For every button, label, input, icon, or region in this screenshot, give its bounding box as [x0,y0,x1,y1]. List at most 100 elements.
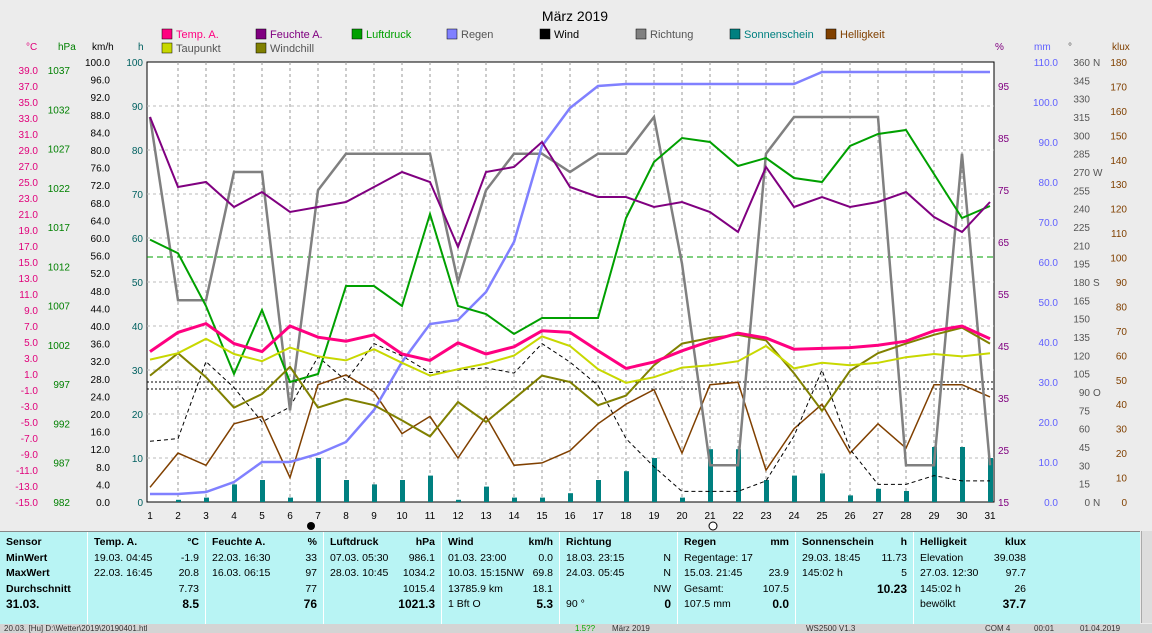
legend: Temp. A. Feuchte A. Luftdruck Regen Wind Rich… [161,28,885,55]
brightness-line [149,374,991,488]
tick-klux: 90 [1116,278,1128,289]
brightness-head: Helligkeit [920,536,967,548]
tick-c: 35.0 [19,98,39,109]
tick-kmh: 0.0 [96,498,110,509]
sunshine-bar [932,447,937,502]
status-date: 01.04.2019 [1080,624,1121,633]
pressure-min-time: 07.03. 05:30 [330,551,389,564]
humidity-line [149,116,991,250]
tick-h: 70 [132,190,144,201]
tick-c: -5.0 [21,418,39,429]
tick-deg: 15 [1079,480,1091,491]
brightness-max-time: 27.03. 12:30 [920,567,979,579]
axes: 39.037.035.033.031.029.027.025.023.021.0… [15,42,1130,522]
legend-label: Feuchte A. [270,29,323,41]
sunshine-bar [848,495,853,502]
tick-kmh: 72.0 [91,181,111,192]
tick-h: 50 [132,278,144,289]
wind-avg: 18.1 [532,582,553,595]
rain-current: 0.0 [772,597,789,611]
tick-klux: 180 [1110,58,1127,69]
tick-day: 5 [259,511,265,522]
tick-dir: N [1093,498,1100,509]
tick-day: 10 [396,511,408,522]
tick-c: 39.0 [19,66,39,77]
tick-h: 30 [132,366,144,377]
tick-deg: 315 [1073,113,1090,124]
tick-h: 40 [132,322,144,333]
tick-day: 1 [147,511,153,522]
tick-pct: 15 [998,498,1010,509]
tick-c: 17.0 [19,242,39,253]
sunshine-bar [680,497,685,502]
sunshine-bar [652,458,657,502]
tick-c: 25.0 [19,178,39,189]
tick-deg: 135 [1073,333,1090,344]
rain-total: 107.5 [762,582,789,595]
elevation-label: Elevation [920,551,964,564]
axis-unit: h [138,42,144,53]
tick-mm: 90.0 [1039,138,1059,149]
rain-head: Regen [684,536,717,548]
tick-klux: 60 [1116,351,1128,362]
direction-section: Richtung 18.03. 23:15 N 24.03. 05:45 N NW … [560,532,678,624]
tick-deg: 330 [1073,95,1090,106]
scrollbar[interactable] [1141,531,1152,623]
tick-deg: 195 [1073,260,1090,271]
humidity-head: Feuchte A. [212,536,266,548]
tick-mm: 100.0 [1033,98,1058,109]
tick-kmh: 16.0 [91,428,111,439]
axis-unit: km/h [92,42,114,53]
sunshine-bar [316,458,321,502]
status-com: COM 4 [985,624,1011,633]
tick-c: 9.0 [24,306,38,317]
rain-days: Regentage: 17 [684,551,753,564]
temp-current: 8.5 [182,597,199,611]
tick-day: 15 [536,511,548,522]
brightness-current: 37.7 [1002,597,1026,611]
tick-klux: 70 [1116,327,1128,338]
sunshine-unit: h [900,536,907,548]
tick-c: 19.0 [19,226,39,237]
tick-day: 19 [648,511,660,522]
sunshine-bar [624,471,629,502]
direction-max-time: 24.03. 05:45 [566,567,625,579]
humidity-max-time: 16.03. 06:15 [212,567,271,579]
new-moon-icon [307,522,315,530]
tick-deg: 45 [1079,443,1091,454]
tick-klux: 120 [1110,205,1127,216]
tick-klux: 160 [1110,107,1127,118]
brightness-section: Helligkeit klux Elevation 39.038 27.03. 12… [914,532,1032,624]
tick-hpa: 1032 [48,105,71,116]
min-label: MinWert [6,551,48,564]
tick-pct: 25 [998,446,1010,457]
humidity-min-time: 22.03. 16:30 [212,551,271,564]
legend-swatch [161,42,173,54]
legend-label: Luftdruck [366,29,412,41]
sunshine-bar [456,499,461,502]
tick-klux: 100 [1110,254,1127,265]
rain-total-label: Gesamt: [684,582,724,595]
dewpoint-line [149,335,991,384]
tick-day: 8 [343,511,349,522]
tick-deg: 30 [1079,461,1091,472]
wind-distance: 13785.9 km [448,582,503,595]
tick-c: -15.0 [15,498,38,509]
condition: bewölkt [920,598,956,610]
tick-day: 4 [231,511,237,522]
temp-section: Temp. A. °C 19.03. 04:45 -1.9 22.03. 16:45… [88,532,206,624]
tick-c: -13.0 [15,482,38,493]
axis-unit: hPa [58,42,76,53]
tick-day: 6 [287,511,293,522]
tick-deg: 75 [1079,406,1091,417]
tick-mm: 0.0 [1044,498,1058,509]
sunshine-sum-value: 5 [901,567,907,579]
legend-swatch [255,28,267,40]
brightness-unit: klux [1004,536,1026,548]
humidity-current: 76 [303,597,317,611]
axis-unit: mm [1034,42,1051,53]
tick-dir: S [1093,278,1100,289]
tick-day: 20 [676,511,688,522]
legend-label: Temp. A. [176,29,219,41]
pressure-current: 1021.3 [398,597,435,611]
